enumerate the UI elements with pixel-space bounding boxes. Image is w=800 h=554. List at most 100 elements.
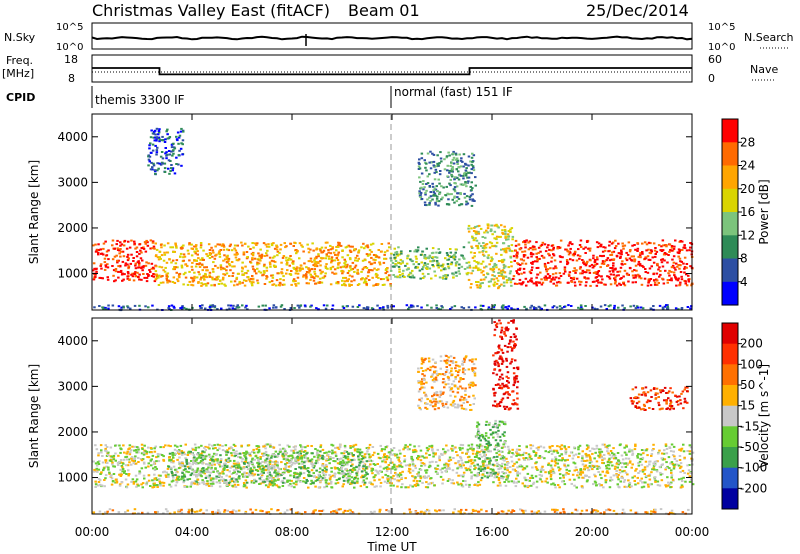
scatter-cell [218,447,221,450]
scatter-cell [453,190,457,193]
scatter-cell [386,466,389,469]
scatter-cell [114,270,118,273]
scatter-cell [325,485,329,488]
scatter-cell [245,304,248,307]
scatter-cell [637,462,640,464]
scatter-cell [134,462,138,465]
scatter-cell [366,450,369,453]
scatter-cell [282,447,285,450]
scatter-cell [587,468,591,471]
scatter-cell [650,471,653,474]
scatter-cell [614,465,617,468]
scatter-cell [351,245,354,248]
scatter-cell [582,476,586,479]
scatter-cell [364,281,368,284]
scatter-cell [425,268,429,270]
scatter-cell [509,270,512,273]
scatter-cell [130,457,133,460]
scatter-cell [627,280,630,283]
scatter-cell [587,247,590,250]
scatter-cell [93,306,96,309]
scatter-cell [159,482,162,485]
scatter-cell [292,278,296,281]
scatter-cell [361,268,365,271]
scatter-cell [206,255,209,258]
scatter-cell [92,278,96,281]
scatter-cell [110,455,113,458]
scatter-cell [163,162,167,165]
scatter-cell [538,455,542,457]
scatter-cell [294,283,297,285]
scatter-cell [518,268,521,271]
scatter-cell [203,266,206,269]
scatter-cell [399,258,403,261]
scatter-cell [618,471,622,474]
scatter-cell [520,272,523,275]
scatter-cell [652,279,656,282]
scatter-cell [462,474,465,477]
scatter-cell [592,257,595,260]
scatter-cell [422,188,425,191]
scatter-cell [365,284,368,287]
scatter-cell [647,248,650,251]
scatter-cell [251,474,254,477]
scatter-cell [212,251,215,254]
scatter-cell [137,456,140,459]
scatter-cell [579,308,582,311]
scatter-cell [519,454,523,457]
scatter-cell [473,200,476,202]
scatter-cell [324,307,328,310]
scatter-cell [527,458,531,461]
scatter-cell [226,261,229,264]
scatter-cell [666,261,669,264]
scatter-cell [505,247,509,250]
scatter-cell [661,277,664,280]
scatter-cell [95,250,98,253]
scatter-cell [474,265,478,268]
scatter-cell [249,260,252,263]
scatter-cell [153,450,157,453]
scatter-cell [281,485,285,487]
scatter-cell [207,243,211,246]
scatter-cell [509,278,512,281]
scatter-cell [469,286,472,289]
scatter-cell [209,304,212,307]
scatter-cell [614,457,618,459]
scatter-cell [422,277,425,279]
scatter-cell [440,198,443,201]
scatter-cell [340,452,343,455]
scatter-cell [138,472,141,475]
scatter-cell [358,304,361,307]
scatter-cell [518,472,522,475]
y-tick-label: 4000 [57,130,88,144]
scatter-cell [506,464,509,467]
scatter-cell [223,268,226,270]
scatter-cell [184,457,187,460]
scatter-cell [406,257,409,260]
scatter-cell [168,483,171,486]
colorbar-tick-label: 12 [740,228,755,242]
scatter-cell [151,486,154,489]
scatter-cell [673,266,676,269]
scatter-cell [176,278,179,281]
scatter-cell [629,460,632,463]
scatter-cell [297,282,300,285]
scatter-cell [624,466,628,468]
scatter-cell [496,279,500,282]
scatter-cell [157,276,160,279]
scatter-cell [357,251,360,254]
scatter-cell [516,252,519,255]
scatter-cell [399,462,403,464]
scatter-cell [114,268,118,270]
scatter-cell [503,271,507,274]
scatter-cell [578,267,582,270]
scatter-cell [471,187,474,190]
scatter-cell [500,283,503,286]
scatter-cell [634,281,637,284]
scatter-cell [199,258,202,261]
scatter-cell [189,485,192,488]
scatter-cell [646,454,649,457]
scatter-cell [398,479,401,482]
scatter-cell [560,307,564,310]
scatter-cell [234,249,238,252]
